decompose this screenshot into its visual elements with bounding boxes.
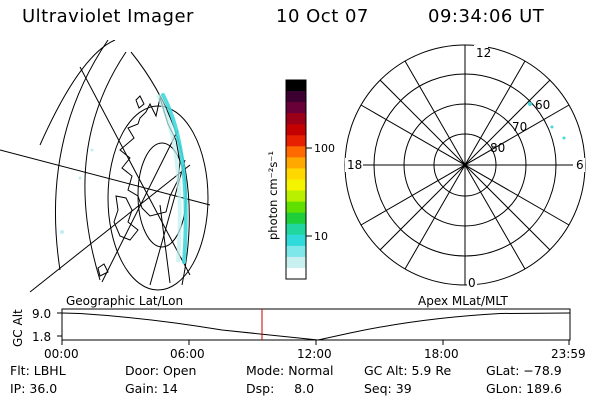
time-tick-label: 18:00 [424, 347, 459, 361]
time-tick-label: 12:00 [297, 347, 332, 361]
date-label: 10 Oct 07 [276, 6, 369, 27]
color-bar-cell [286, 223, 306, 236]
polar-aurora-spot [528, 102, 532, 106]
time-tick-label: 23:59 [551, 347, 586, 361]
aurora-spot [90, 148, 94, 152]
time-tick-label: 00:00 [44, 347, 79, 361]
color-bar-tick-label: 10 [314, 230, 328, 243]
color-bar-cell [286, 234, 306, 247]
color-bar-frame [285, 79, 307, 280]
altitude-tick-low: 1.8 [32, 330, 51, 344]
color-bar-cell [286, 212, 306, 225]
aurora-spot [78, 176, 82, 180]
color-bar-cell [286, 80, 306, 92]
polar-aurora-spot [562, 136, 566, 140]
polar-axis-diagonal [404, 60, 526, 270]
polar-plot [344, 44, 586, 286]
color-bar-cell [286, 168, 306, 180]
glon-status: GLon: 189.6 [486, 381, 562, 396]
mlt-label-midnight: 0 [468, 276, 476, 290]
altitude-tick-high: 9.0 [32, 307, 51, 321]
altitude-curve [61, 312, 571, 341]
filter-status: Flt: LBHL [10, 363, 66, 378]
seq-status: Seq: 39 [364, 381, 412, 396]
color-bar-unit-label: photon cm⁻²s⁻¹ [266, 151, 280, 240]
meridian-line [55, 40, 109, 271]
coastline [135, 95, 145, 109]
latitude-ring [107, 105, 209, 291]
color-bar-cell [286, 135, 306, 147]
time-label: 09:34:06 UT [428, 6, 545, 27]
color-bar-cell [286, 146, 306, 158]
geographic-caption: Geographic Lat/Lon [66, 294, 183, 308]
mode-status: Mode: Normal [246, 363, 334, 378]
color-bar-cell [286, 113, 306, 125]
instrument-title: Ultraviolet Imager [22, 6, 194, 27]
mlat-label-80: 80 [490, 141, 505, 155]
polar-aurora-spot [550, 125, 554, 129]
dsp-status: Dsp: 8.0 [246, 381, 315, 396]
grid-line [101, 129, 179, 283]
grid-line [79, 66, 191, 276]
aurora-spot [60, 230, 64, 234]
mlat-label-60: 60 [535, 98, 550, 112]
color-bar-tick-label: 100 [314, 142, 335, 155]
color-bar-cell [286, 267, 306, 280]
grid-line [159, 204, 171, 284]
altitude-axis-label: GC Alt [11, 309, 25, 347]
color-bar-cell [286, 201, 306, 214]
gc-alt-status: GC Alt: 5.9 Re [364, 363, 452, 378]
color-bar-cell [286, 91, 306, 103]
coastline [119, 96, 181, 217]
ip-status: IP: 36.0 [10, 381, 58, 396]
color-bar-cell [286, 190, 306, 203]
color-bar-cell [286, 124, 306, 136]
grid-line [29, 164, 191, 293]
gain-status: Gain: 14 [125, 381, 178, 396]
color-bar-cell [286, 102, 306, 114]
aurora-band [161, 93, 188, 264]
coastline [97, 263, 109, 277]
mlat-label-70: 70 [512, 120, 527, 134]
mlt-label-dawn: 6 [576, 158, 584, 172]
time-tick-label: 06:00 [170, 347, 205, 361]
apex-caption: Apex MLat/MLT [418, 294, 508, 308]
mlt-label-dusk: 18 [347, 158, 362, 172]
meridian-line [84, 51, 127, 281]
meridian-line [39, 40, 116, 146]
glat-status: GLat: −78.9 [486, 363, 562, 378]
color-bar-cell [286, 245, 306, 258]
color-bar-cell [286, 157, 306, 169]
coastline [113, 195, 139, 241]
mlt-label-noon: 12 [476, 46, 491, 60]
altitude-plot [57, 308, 571, 345]
aurora-band-faint [156, 94, 182, 263]
door-status: Door: Open [125, 363, 197, 378]
color-bar-cell [286, 179, 306, 191]
color-bar: 100 10 photon cm⁻²s⁻¹ [266, 79, 335, 280]
color-bar-cell [286, 256, 306, 269]
